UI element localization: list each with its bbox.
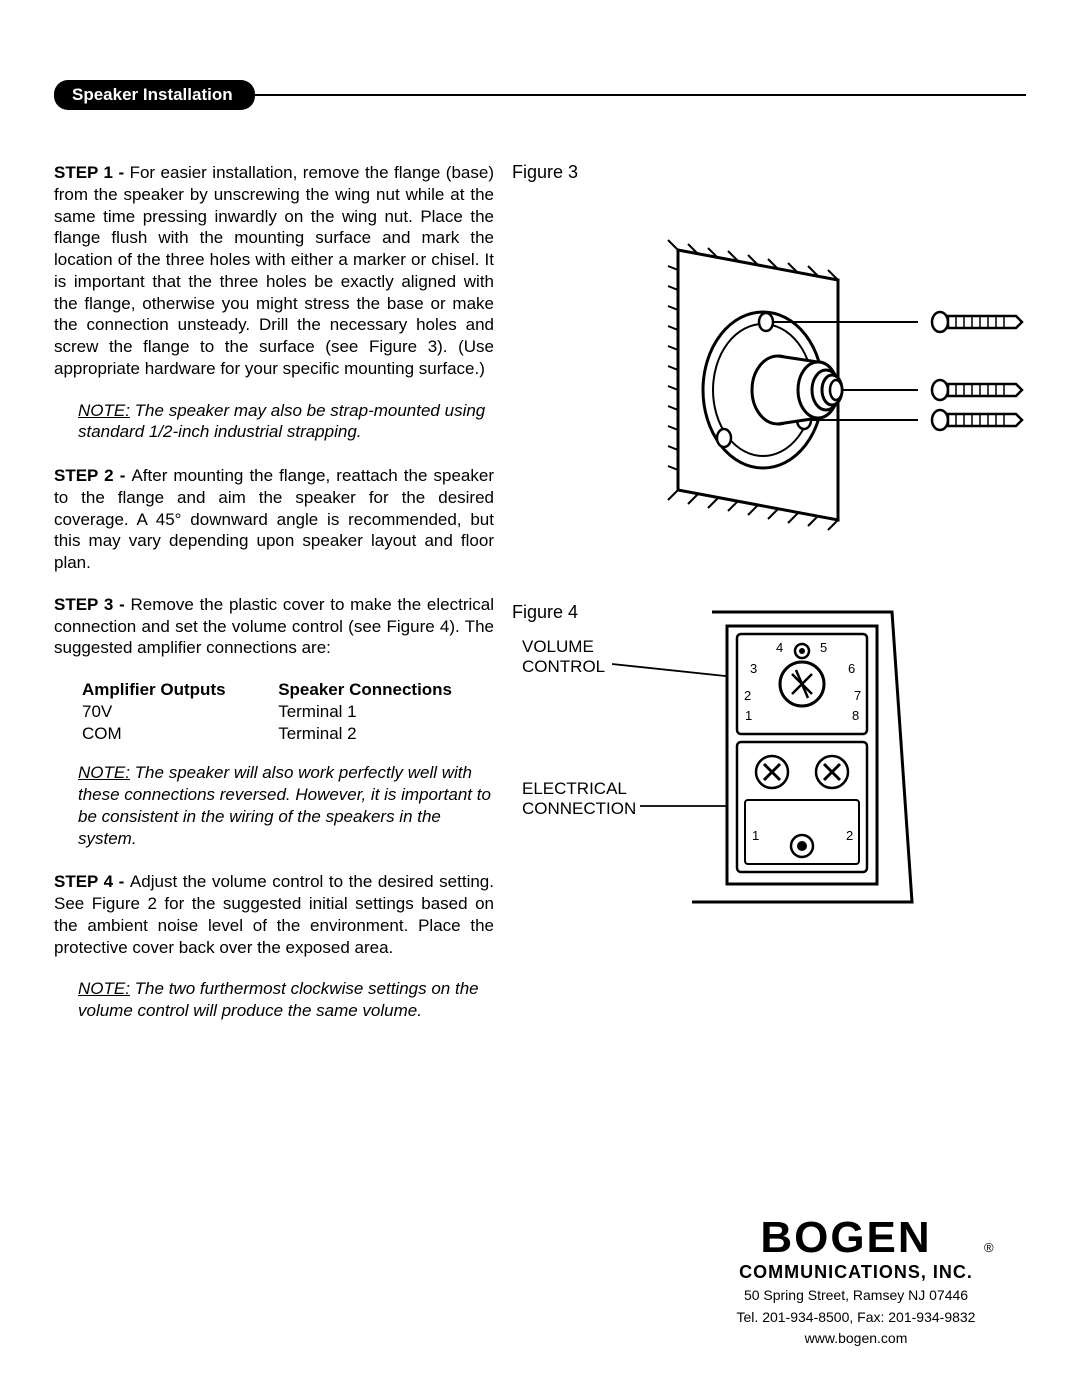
- step-1-label: STEP 1 -: [54, 163, 130, 182]
- table-cell: COM: [82, 723, 278, 745]
- figure-4-diagram: VOLUME CONTROL ELECTRICAL CONNECTION 1 2…: [512, 602, 1042, 922]
- table-row: 70V Terminal 1: [82, 701, 494, 723]
- screw-icon: [932, 380, 1022, 400]
- screw-icon: [932, 410, 1022, 430]
- svg-text:2: 2: [744, 688, 751, 703]
- note-3-text: The speaker will also work perfectly wel…: [78, 763, 491, 847]
- section-title: Speaker Installation: [72, 85, 233, 104]
- screw-icon: [932, 312, 1022, 332]
- table-head-amp: Amplifier Outputs: [82, 679, 278, 701]
- step-4: STEP 4 - Adjust the volume control to th…: [54, 871, 494, 958]
- svg-text:BOGEN: BOGEN: [760, 1214, 931, 1260]
- svg-text:2: 2: [846, 828, 853, 843]
- note-1: NOTE: The speaker may also be strap-moun…: [78, 400, 494, 444]
- step-1-text: For easier installation, remove the flan…: [54, 163, 494, 378]
- svg-text:6: 6: [848, 661, 855, 676]
- step-4-label: STEP 4 -: [54, 872, 130, 891]
- note-4-text: The two furthermost clockwise settings o…: [78, 979, 479, 1020]
- elec-label-2: CONNECTION: [522, 799, 636, 818]
- volume-label-2: CONTROL: [522, 657, 605, 676]
- note-3: NOTE: The speaker will also work perfect…: [78, 762, 494, 849]
- svg-text:7: 7: [854, 688, 861, 703]
- note-3-label: NOTE:: [78, 763, 130, 782]
- table-cell: Terminal 2: [278, 723, 494, 745]
- volume-label-1: VOLUME: [522, 637, 594, 656]
- section-title-tab: Speaker Installation: [54, 80, 255, 110]
- company-address-1: 50 Spring Street, Ramsey NJ 07446: [686, 1286, 1026, 1304]
- note-4-label: NOTE:: [78, 979, 130, 998]
- table-head-spk: Speaker Connections: [278, 679, 494, 701]
- table-cell: 70V: [82, 701, 278, 723]
- step-3: STEP 3 - Remove the plastic cover to mak…: [54, 594, 494, 659]
- step-1: STEP 1 - For easier installation, remove…: [54, 162, 494, 380]
- figures-column: Figure 3: [512, 162, 1026, 1044]
- section-header: Speaker Installation: [54, 80, 1026, 110]
- elec-label-1: ELECTRICAL: [522, 779, 627, 798]
- note-4: NOTE: The two furthermost clockwise sett…: [78, 978, 494, 1022]
- body-text-column: STEP 1 - For easier installation, remove…: [54, 162, 494, 1044]
- svg-text:3: 3: [750, 661, 757, 676]
- table-row: Amplifier Outputs Speaker Connections: [82, 679, 494, 701]
- note-1-text: The speaker may also be strap-mounted us…: [78, 401, 485, 442]
- svg-text:5: 5: [820, 640, 827, 655]
- company-address-2: Tel. 201-934-8500, Fax: 201-934-9832: [686, 1308, 1026, 1326]
- table-row: COM Terminal 2: [82, 723, 494, 745]
- bogen-logo: BOGEN ®: [716, 1214, 996, 1260]
- svg-text:4: 4: [776, 640, 783, 655]
- company-footer: BOGEN ® COMMUNICATIONS, INC. 50 Spring S…: [686, 1214, 1026, 1347]
- figure-3-label: Figure 3: [512, 162, 578, 183]
- svg-text:1: 1: [752, 828, 759, 843]
- company-subtitle: COMMUNICATIONS, INC.: [686, 1262, 1026, 1283]
- step-2: STEP 2 - After mounting the flange, reat…: [54, 465, 494, 574]
- header-rule: [249, 94, 1026, 96]
- step-3-label: STEP 3 -: [54, 595, 131, 614]
- connection-table: Amplifier Outputs Speaker Connections 70…: [82, 679, 494, 744]
- svg-text:®: ®: [984, 1240, 994, 1255]
- note-1-label: NOTE:: [78, 401, 130, 420]
- figure-3-diagram: [608, 230, 1038, 550]
- svg-text:1: 1: [745, 708, 752, 723]
- table-cell: Terminal 1: [278, 701, 494, 723]
- step-2-label: STEP 2 -: [54, 466, 131, 485]
- company-url: www.bogen.com: [686, 1329, 1026, 1347]
- svg-text:8: 8: [852, 708, 859, 723]
